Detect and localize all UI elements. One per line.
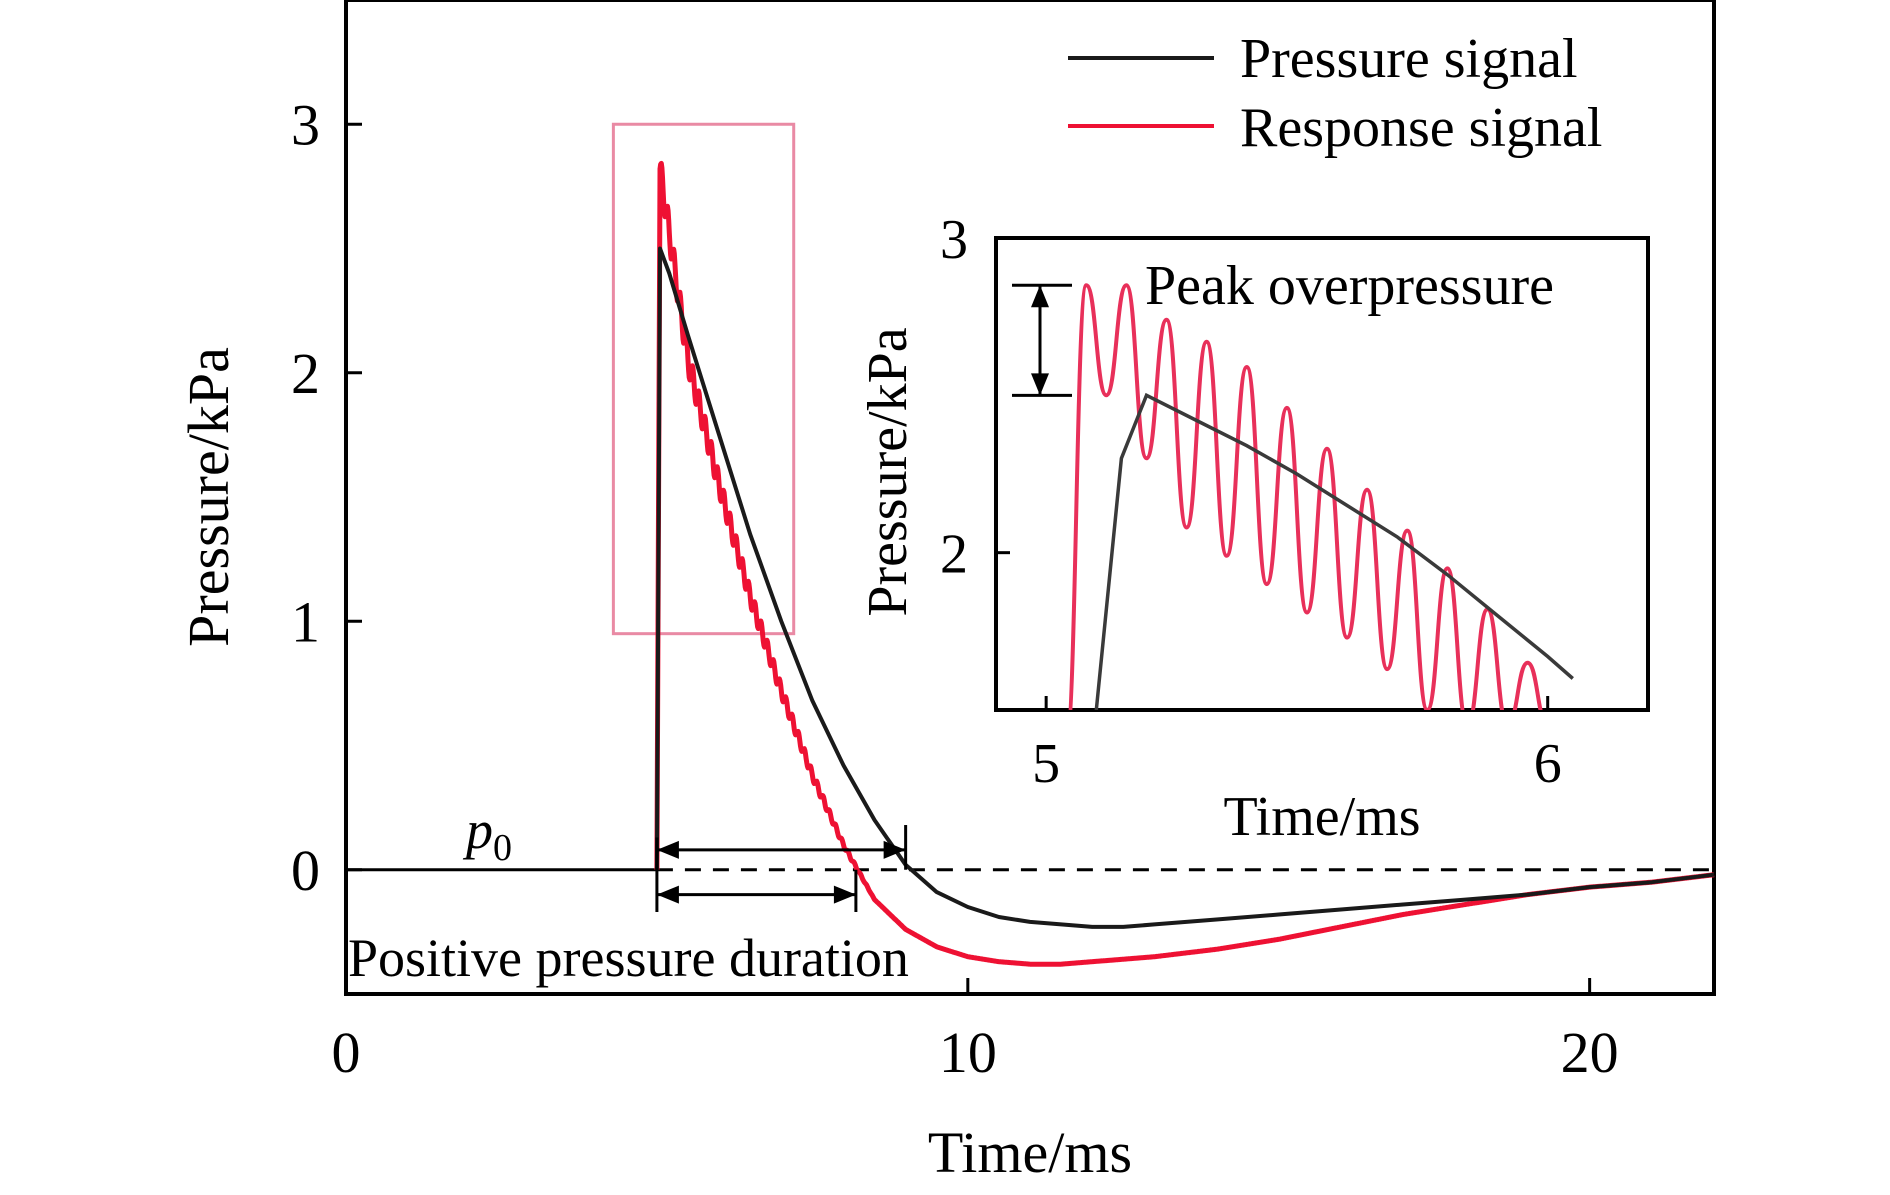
legend: Pressure signal Response signal <box>1068 28 1602 159</box>
inset-ticks: 5 6 2 3 <box>940 209 1562 795</box>
pressure-duration-arrow <box>656 840 906 859</box>
x-tick-label: 0 <box>332 1020 361 1085</box>
inset-y-tick-label: 2 <box>940 524 968 586</box>
inset-y-axis-label: Pressure/kPa <box>857 327 919 616</box>
inset-plot: 5 6 2 3 Time/ms Pressure/kPa Peak overpress… <box>857 209 1650 848</box>
y-tick-label: 2 <box>291 341 320 406</box>
inset-series-pressure-line <box>1094 392 1574 710</box>
legend-label-response: Response signal <box>1240 97 1602 159</box>
p0-base: p <box>462 800 493 860</box>
inset-x-axis-label: Time/ms <box>1223 786 1420 848</box>
pressure-duration-arrow-head-right <box>883 840 906 859</box>
response-duration-arrow <box>656 885 856 904</box>
pressure-duration-arrow-head-left <box>656 840 679 859</box>
main-marks <box>346 122 1716 967</box>
peak-arrow-head-bottom <box>1031 373 1049 396</box>
series-pressure-line <box>654 246 1715 929</box>
p0-label: p0 <box>462 800 512 869</box>
response-duration-arrow-head-right <box>833 885 856 904</box>
inset-traces <box>1068 283 1574 710</box>
legend-label-pressure: Pressure signal <box>1240 28 1578 90</box>
inset-marks <box>1012 283 1574 710</box>
x-tick-label: 10 <box>939 1020 997 1085</box>
main-x-axis-label: Time/ms <box>928 1120 1132 1185</box>
p0-subscript: 0 <box>493 827 512 869</box>
peak-arrow-head-top <box>1031 285 1049 308</box>
response-duration-arrow-head-left <box>656 885 679 904</box>
y-tick-label: 3 <box>291 92 320 157</box>
main-plot-frame <box>344 0 1716 996</box>
y-tick-label: 1 <box>291 589 320 654</box>
inset-series-response-line <box>1068 283 1543 710</box>
positive-duration-label: Positive pressure duration <box>348 928 909 988</box>
inset-x-tick-label: 5 <box>1032 733 1060 795</box>
x-tick-label: 20 <box>1561 1020 1619 1085</box>
zoom-region-box <box>611 122 796 636</box>
inset-y-tick-label: 3 <box>940 209 968 271</box>
peak-overpressure-label: Peak overpressure <box>1145 255 1554 317</box>
y-tick-label: 0 <box>291 838 320 903</box>
main-y-axis-label: Pressure/kPa <box>176 347 241 647</box>
inset-x-tick-label: 6 <box>1534 733 1562 795</box>
